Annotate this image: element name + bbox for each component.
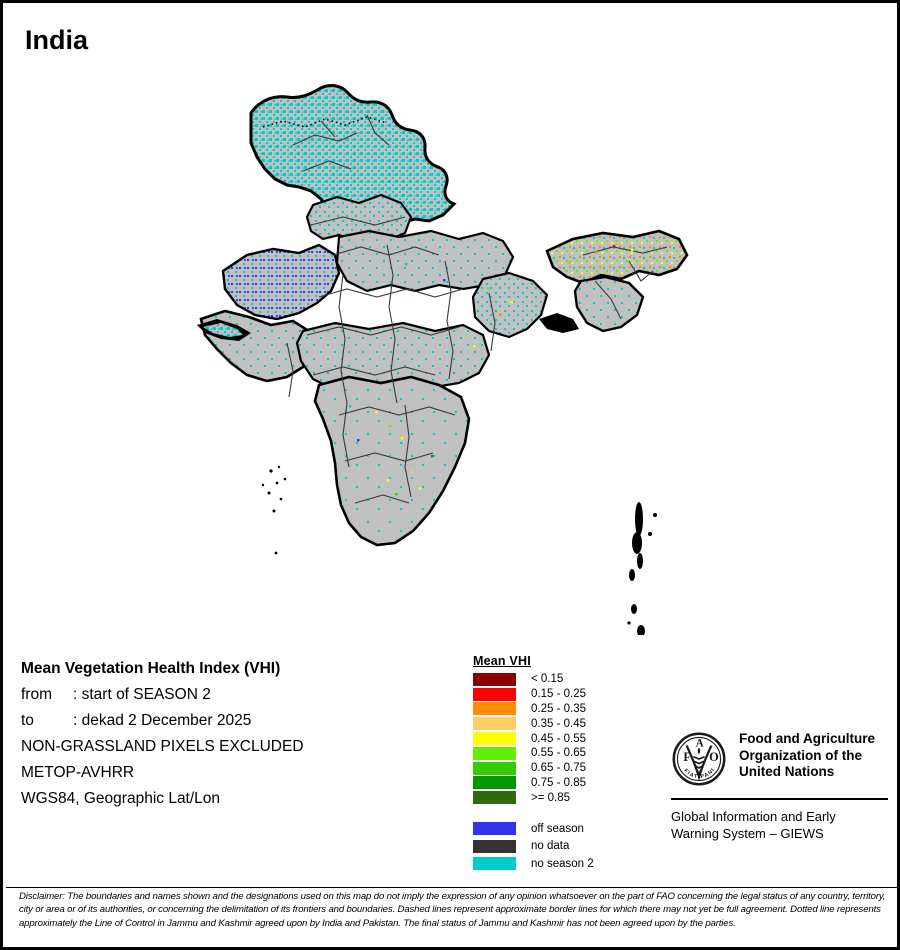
lakshadweep-islands	[261, 465, 287, 555]
info-sensor: METOP-AVHRR	[21, 764, 135, 781]
legend-label: 0.25 - 0.35	[531, 702, 586, 715]
info-from-value: : start of SEASON 2	[73, 686, 211, 703]
legend-label: 0.65 - 0.75	[531, 762, 586, 775]
legend-label: 0.55 - 0.65	[531, 747, 586, 760]
legend-swatch	[473, 732, 516, 746]
legend-row: 0.75 - 0.85	[473, 776, 623, 791]
region-rajasthan	[221, 243, 341, 321]
andaman-nicobar-islands	[627, 502, 657, 635]
legend-title: Mean VHI	[473, 654, 531, 668]
legend-row: >= 0.85	[473, 790, 623, 805]
giews-name: Global Information and Early Warning Sys…	[671, 809, 896, 842]
legend-label: >= 0.85	[531, 791, 571, 804]
legend-label: < 0.15	[531, 673, 564, 686]
disclaimer-divider	[6, 887, 897, 888]
info-projection: WGS84, Geographic Lat/Lon	[21, 790, 221, 807]
legend-row: 0.15 - 0.25	[473, 687, 623, 702]
region-south-peninsula	[313, 375, 471, 547]
page-title: India	[25, 25, 89, 55]
legend-swatch	[473, 746, 516, 760]
disclaimer-text: Disclaimer: The boundaries and names sho…	[19, 891, 886, 929]
fao-logo-letter-o: O	[709, 750, 719, 764]
legend-label: 0.75 - 0.85	[531, 776, 586, 789]
giews-line-2: Warning System – GIEWS	[671, 825, 824, 841]
fao-org-line-2: Organization of the	[739, 747, 862, 763]
giews-line-1: Global Information and Early	[671, 809, 836, 824]
legend-swatch	[473, 687, 516, 701]
map-legend: Mean VHI < 0.15 0.15 - 0.25 0.25 - 0.35 0.3…	[473, 654, 623, 873]
legend-swatch	[473, 717, 516, 731]
info-from-row: from : start of SEASON 2	[21, 682, 451, 708]
info-to-label: to	[21, 712, 34, 729]
legend-row: no data	[473, 838, 623, 856]
legend-swatch	[473, 791, 516, 805]
region-jammu-kashmir	[249, 84, 457, 229]
region-northeast	[545, 229, 689, 285]
delta-nodata-patch	[539, 313, 579, 333]
legend-swatch	[473, 822, 516, 836]
india-vhi-map	[143, 75, 843, 635]
legend-swatch	[473, 761, 516, 775]
fao-organization-name: Food and Agriculture Organization of the…	[739, 731, 875, 781]
legend-swatch	[473, 776, 516, 790]
legend-row: 0.35 - 0.45	[473, 716, 623, 731]
legend-row: off season	[473, 820, 623, 838]
map-canvas	[143, 75, 843, 635]
legend-swatch	[473, 702, 516, 716]
fao-divider	[671, 798, 888, 800]
info-to-row: to : dekad 2 December 2025	[21, 708, 451, 734]
map-info-block: Mean Vegetation Health Index (VHI) from:…	[21, 656, 451, 812]
legend-row: 0.45 - 0.55	[473, 731, 623, 746]
legend-special-list: off season no data no season 2	[473, 820, 623, 873]
legend-label: 0.35 - 0.45	[531, 717, 586, 730]
india-map-render	[143, 75, 843, 635]
legend-label: 0.45 - 0.55	[531, 732, 586, 745]
info-note: NON-GRASSLAND PIXELS EXCLUDED	[21, 738, 304, 755]
legend-swatch	[473, 672, 516, 686]
info-from-label: from	[21, 686, 52, 703]
region-east	[471, 271, 549, 339]
fao-branding: F A O FIAT PANIS Food and Agriculture Or…	[671, 731, 896, 842]
state-borders	[286, 216, 496, 504]
fao-logo-letter-a: A	[696, 738, 704, 750]
legend-swatch	[473, 839, 516, 853]
legend-label: no data	[531, 840, 570, 853]
legend-label: 0.15 - 0.25	[531, 688, 586, 701]
fao-org-line-3: United Nations	[739, 764, 835, 779]
fao-org-line-1: Food and Agriculture	[739, 731, 875, 746]
legend-row: 0.55 - 0.65	[473, 746, 623, 761]
legend-row: no season 2	[473, 855, 623, 873]
fao-logo-icon: F A O FIAT PANIS	[671, 731, 726, 786]
legend-label: off season	[531, 822, 584, 835]
vhi-class-pixels	[349, 245, 634, 496]
legend-swatch	[473, 857, 516, 871]
info-to-value: : dekad 2 December 2025	[73, 712, 252, 729]
legend-row: 0.25 - 0.35	[473, 702, 623, 717]
kutch-speckle	[203, 323, 243, 337]
fao-logo-letter-f: F	[683, 750, 691, 764]
legend-row: < 0.15	[473, 672, 623, 687]
info-heading: Mean Vegetation Health Index (VHI)	[21, 660, 281, 677]
region-northeast-south-lobe	[573, 275, 645, 333]
legend-class-list: < 0.15 0.15 - 0.25 0.25 - 0.35 0.35 - 0.45 0…	[473, 672, 623, 805]
legend-row: 0.65 - 0.75	[473, 761, 623, 776]
northeast-internal-borders	[582, 246, 668, 320]
legend-label: no season 2	[531, 857, 594, 870]
kashmir-internal-borders	[292, 114, 390, 172]
